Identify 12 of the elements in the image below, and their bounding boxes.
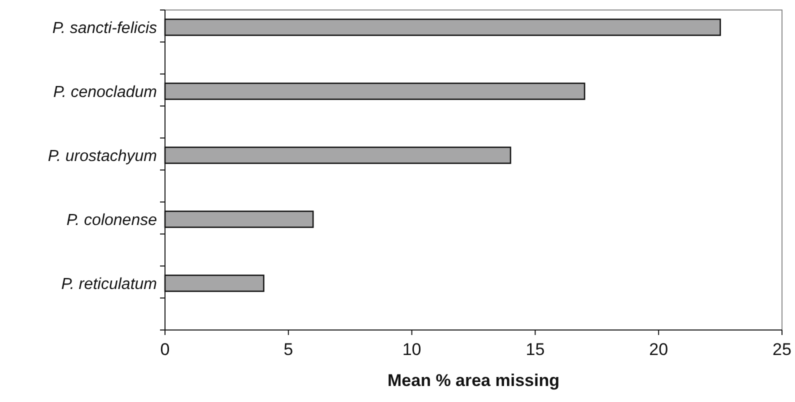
y-tick-label: P. urostachyum [48,148,157,165]
x-tick-label: 15 [526,340,545,359]
x-tick-label: 25 [772,340,792,359]
x-tick-label: 20 [649,340,668,359]
x-tick-label: 10 [402,340,422,359]
y-tick-label: P. cenocladum [53,84,157,101]
y-tick-label: P. colonense [66,212,158,229]
x-tick-label: 5 [284,340,294,359]
y-tick-label: P. reticulatum [61,276,157,293]
y-tick-label: P. sancti-felicis [52,20,157,37]
x-axis-title: Mean % area missing [388,371,560,390]
x-tick-label: 0 [160,340,170,359]
